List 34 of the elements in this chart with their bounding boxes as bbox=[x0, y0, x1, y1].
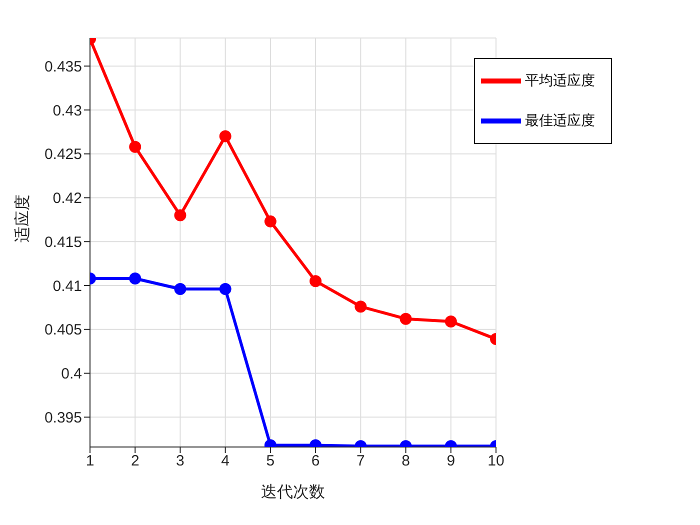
y-tick-label: 0.43 bbox=[52, 102, 82, 120]
y-tick-label: 0.425 bbox=[44, 146, 82, 164]
point bbox=[174, 283, 186, 296]
x-tick-label: 3 bbox=[176, 452, 184, 470]
x-axis-title: 迭代次数 bbox=[261, 483, 325, 501]
point bbox=[129, 140, 142, 153]
legend-label: 最佳适应度 bbox=[525, 112, 595, 128]
point bbox=[400, 312, 412, 325]
point bbox=[264, 215, 276, 228]
y-tick-label: 0.4 bbox=[61, 366, 82, 383]
y-tick-label: 0.415 bbox=[44, 234, 82, 251]
point bbox=[219, 130, 232, 142]
x-tick-label: 2 bbox=[130, 452, 140, 470]
y-tick-label: 0.405 bbox=[44, 322, 82, 339]
x-tick-label: 6 bbox=[311, 452, 320, 470]
x-tick-label: 1 bbox=[86, 452, 94, 470]
x-tick-label: 8 bbox=[402, 452, 410, 470]
x-tick-label: 7 bbox=[356, 452, 365, 470]
point bbox=[129, 272, 142, 284]
point bbox=[174, 209, 186, 222]
y-tick-label: 0.435 bbox=[44, 58, 82, 76]
point bbox=[444, 315, 457, 328]
y-tick-label: 0.42 bbox=[52, 190, 82, 208]
point bbox=[354, 300, 367, 313]
legend-label: 平均适应度 bbox=[525, 72, 595, 88]
y-tick-label: 0.395 bbox=[44, 409, 82, 426]
x-tick-label: 9 bbox=[446, 452, 456, 470]
y-axis-title: 适应度 bbox=[14, 194, 32, 242]
x-tick-label: 4 bbox=[221, 452, 230, 470]
x-tick-label: 5 bbox=[266, 452, 275, 470]
y-tick-label: 0.41 bbox=[52, 278, 82, 295]
point bbox=[310, 275, 322, 288]
point bbox=[219, 283, 232, 296]
x-tick-label: 10 bbox=[488, 452, 504, 470]
